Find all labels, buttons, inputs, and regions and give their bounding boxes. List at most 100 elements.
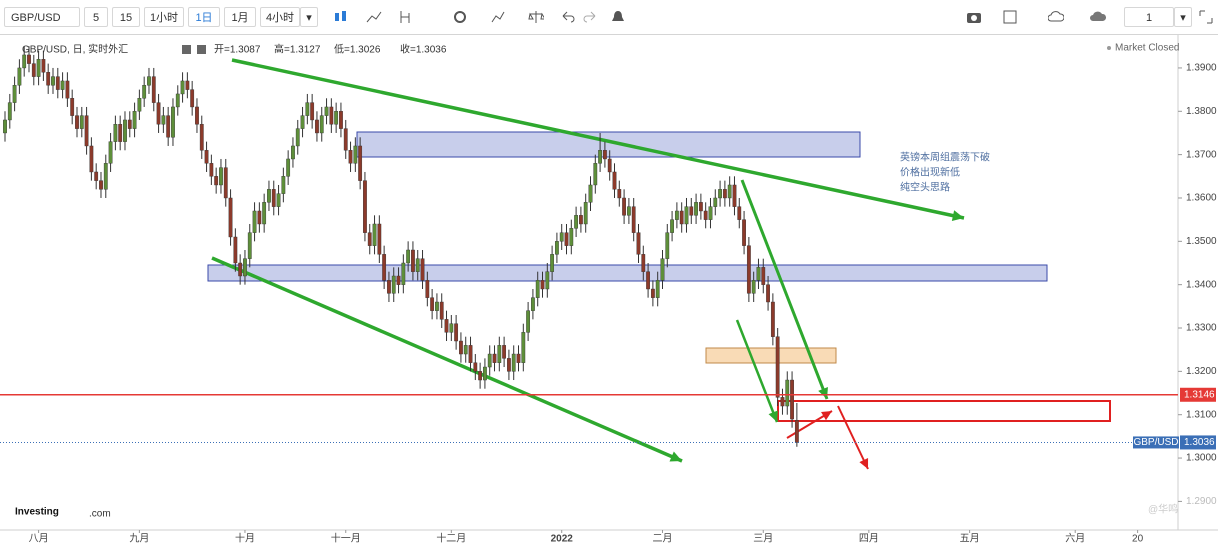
candle-body [185, 80, 190, 90]
indicator-icon[interactable] [398, 9, 414, 25]
zone-box [356, 131, 861, 158]
candle-body [401, 262, 406, 285]
candle-body [463, 345, 468, 355]
interval-button[interactable]: 5 [84, 7, 108, 27]
undo-icon[interactable] [560, 9, 576, 25]
candle-body [420, 258, 425, 281]
count-box[interactable]: 1 [1124, 7, 1174, 27]
candle-body [694, 202, 698, 216]
candle-body [271, 189, 276, 207]
candle-body [339, 111, 343, 129]
candle-body [430, 297, 435, 311]
candle-body [770, 301, 775, 337]
candle-body [276, 193, 281, 207]
candle-body [233, 236, 238, 264]
candle-body [593, 163, 598, 186]
candle-body [655, 280, 660, 298]
candle-body [363, 180, 367, 233]
y-tick-label: 1.3700 [1186, 149, 1217, 160]
ohlc-value: 开=1.3087 [214, 45, 261, 56]
y-tick-label: 1.3000 [1186, 453, 1217, 464]
candle-body [46, 72, 51, 86]
chart: 1.2900 1.3000 1.3100 1.3200 1.3300 1.3400 1.35… [0, 35, 1218, 545]
interval-button[interactable]: 1日 [188, 7, 220, 27]
candle-body [742, 219, 746, 246]
candle-body [228, 197, 233, 238]
candle-body [607, 158, 612, 173]
zone-box [705, 347, 837, 364]
dropdown[interactable]: ▾ [300, 7, 318, 27]
x-tick-label: 十二月 [436, 532, 466, 545]
candle-body [636, 232, 641, 255]
candle-body [674, 210, 679, 220]
settings-icon[interactable] [452, 9, 468, 25]
candle-body [353, 145, 358, 164]
redo-icon[interactable] [582, 9, 598, 25]
candle-body [521, 332, 526, 363]
interval-button[interactable]: 4小时 [260, 7, 300, 27]
interval-button[interactable]: 15 [112, 7, 140, 27]
line-icon[interactable] [366, 9, 382, 25]
candle-body [300, 115, 305, 129]
interval-button[interactable]: 1小时 [144, 7, 184, 27]
x-tick-label: 三月 [753, 533, 773, 545]
candle-body [195, 106, 199, 125]
candle-body [262, 202, 267, 225]
candle-body [132, 111, 137, 129]
candle-body [646, 271, 650, 290]
ohlc-value: 高=1.3127 [274, 43, 321, 56]
cloud-down-icon[interactable] [1048, 9, 1064, 25]
candle-body [665, 232, 670, 259]
candle-body [161, 115, 166, 125]
candle-body [617, 189, 622, 199]
alert-icon[interactable] [610, 9, 626, 25]
ohlc-value: 收=1.3036 [400, 43, 447, 56]
candle-body [698, 202, 703, 212]
candle-body [689, 206, 694, 216]
logo-suffix: .com [89, 509, 111, 520]
candle-body [425, 280, 430, 298]
y-tick-label: 1.3900 [1186, 63, 1217, 74]
candle-body [219, 167, 223, 186]
candle-body [526, 310, 531, 333]
candle-body [622, 197, 626, 216]
x-tick-label: 二月 [652, 533, 672, 545]
candle-icon[interactable] [332, 9, 348, 25]
y-tick-label: 1.2900 [1186, 496, 1217, 507]
candle-body [751, 280, 756, 294]
template-icon[interactable] [1002, 9, 1018, 25]
cloud-up-icon[interactable] [1090, 9, 1106, 25]
price-tag [1133, 436, 1179, 449]
annotation: 纯空头思路 [900, 181, 950, 194]
candle-body [94, 171, 99, 181]
target-box [777, 400, 1111, 422]
candle-body [180, 80, 185, 95]
candle-body [372, 223, 377, 246]
candle-body [387, 280, 391, 294]
candle-body [516, 353, 521, 363]
candle-body [286, 158, 291, 177]
y-tick-label: 1.3400 [1186, 279, 1217, 290]
compare-icon[interactable] [490, 9, 506, 25]
scale-icon[interactable] [528, 9, 544, 25]
interval-button[interactable]: 1月 [224, 7, 256, 27]
candle-body [295, 128, 300, 147]
candle-body [223, 167, 228, 199]
candle-body [108, 141, 113, 164]
candle-body [348, 150, 353, 164]
candle-body [315, 119, 319, 134]
x-tick-label: 2022 [551, 534, 574, 545]
candle-body [238, 262, 243, 277]
y-tick-label: 1.3500 [1186, 236, 1217, 247]
symbol-box[interactable]: GBP/USD [4, 7, 80, 27]
candle-body [473, 362, 478, 372]
candle-body [727, 184, 732, 199]
candle-body [737, 206, 742, 220]
trend-line [837, 405, 869, 470]
dropdown[interactable]: ▾ [1174, 7, 1192, 27]
status-dot [1107, 46, 1111, 50]
camera-icon[interactable] [966, 9, 982, 25]
candle-body [51, 76, 55, 86]
candle-body [65, 80, 70, 99]
expand-icon[interactable] [1198, 9, 1214, 25]
